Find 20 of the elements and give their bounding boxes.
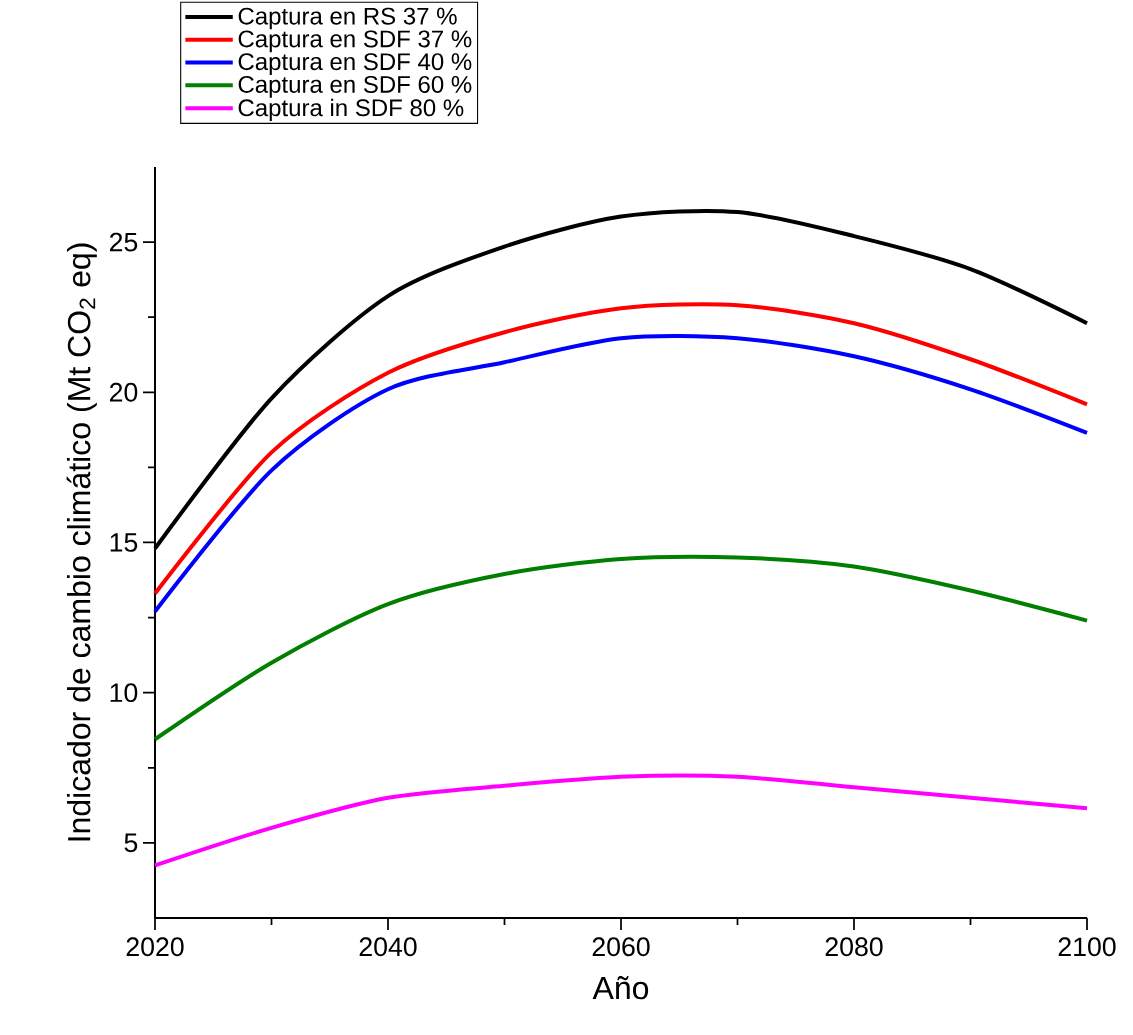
x-tick-label: 2040 <box>359 937 417 957</box>
y-tick-label: 5 <box>124 833 138 853</box>
y-tick-label: 25 <box>109 232 138 252</box>
x-tick-label: 2080 <box>825 937 883 957</box>
x-tick-label: 2060 <box>592 937 650 957</box>
line-series <box>153 554 1089 742</box>
line-series <box>153 773 1089 868</box>
line-series <box>153 302 1089 596</box>
y-tick-label: 10 <box>110 683 138 703</box>
legend-label: Captura en SDF 37 % <box>238 30 472 53</box>
x-tick-label: 2020 <box>126 937 184 957</box>
legend-label: Captura en RS 37 % <box>238 7 457 30</box>
x-tick-label: 2100 <box>1058 937 1116 957</box>
y-tick-label: 20 <box>109 382 138 402</box>
y-axis-title: Indicador de cambio climático (Mt CO$_{2}$ eq) <box>66 243 97 841</box>
legend-label: Captura in SDF 80 % <box>238 98 464 122</box>
x-axis-title: Año <box>592 976 649 1000</box>
y-tick-label: 15 <box>110 533 138 552</box>
legend-label: Captura en SDF 60 % <box>238 75 472 98</box>
legend-label: Captura en SDF 40 % <box>238 53 472 75</box>
